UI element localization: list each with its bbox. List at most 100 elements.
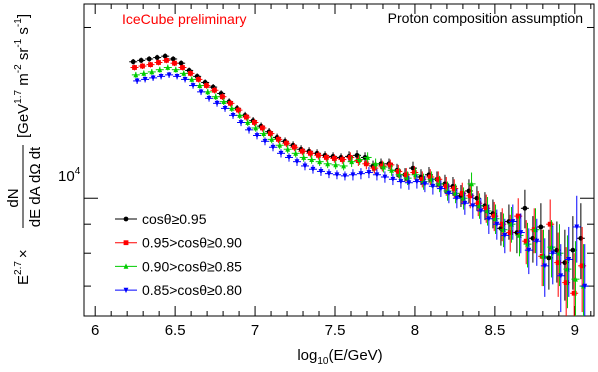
data-point: [166, 72, 172, 78]
data-point: [301, 154, 307, 160]
data-point: [164, 57, 169, 63]
data-point: [197, 82, 203, 88]
data-point: [563, 280, 569, 286]
data-point: [180, 65, 185, 70]
data-point: [382, 174, 388, 181]
data-point: [411, 170, 417, 175]
data-point: [366, 170, 372, 176]
data-point: [189, 76, 195, 82]
data-point: [262, 138, 268, 145]
data-point: [148, 62, 153, 68]
data-point: [174, 73, 180, 80]
data-point: [181, 70, 187, 76]
data-point: [339, 157, 345, 162]
data-point: [486, 216, 492, 222]
data-point: [132, 65, 137, 70]
data-point: [507, 230, 513, 235]
data-point: [349, 158, 355, 165]
data-point: [275, 136, 281, 142]
data-point: [142, 76, 148, 83]
data-point: [309, 156, 315, 162]
legend-label: 0.95>cosθ≥0.90: [142, 235, 242, 251]
data-point: [470, 203, 476, 209]
data-point: [188, 70, 193, 76]
data-point: [270, 144, 276, 151]
y-axis-prefix: E2.7×: [13, 249, 32, 285]
data-point: [141, 70, 147, 76]
data-point: [310, 166, 316, 173]
legend-label: cosθ≥0.95: [142, 211, 207, 227]
data-point: [522, 205, 528, 211]
y-axis-units: [GeV1.7 m-2 sr-1 s-1]: [13, 14, 32, 138]
data-point: [260, 125, 265, 131]
legend-label: 0.90>cosθ≥0.85: [142, 258, 242, 274]
data-point: [140, 63, 145, 69]
data-point: [237, 112, 243, 118]
legend-marker: [123, 263, 129, 269]
legend-marker: [123, 216, 129, 222]
data-point: [550, 250, 556, 257]
data-point: [204, 83, 209, 88]
data-point: [365, 154, 371, 160]
data-point: [334, 172, 340, 178]
data-point: [158, 73, 164, 80]
data-point: [363, 161, 369, 167]
data-point: [190, 83, 196, 89]
data-point: [278, 150, 284, 157]
data-point: [389, 167, 395, 173]
data-point: [542, 263, 548, 269]
data-point: [454, 195, 460, 202]
data-point: [182, 76, 188, 83]
data-point: [523, 238, 529, 244]
data-point: [173, 66, 179, 73]
data-point: [286, 155, 292, 161]
data-point: [254, 133, 260, 139]
data-point: [483, 205, 489, 211]
x-tick-labels: 6 6.5 7 7.5 8 8.5 9: [91, 322, 579, 339]
data-point: [398, 179, 404, 185]
legend-marker: [123, 240, 129, 246]
data-point: [538, 224, 544, 230]
data-point: [236, 107, 241, 113]
data-point: [302, 163, 308, 169]
data-point: [475, 200, 481, 206]
data-point: [350, 172, 356, 178]
data-point: [146, 56, 152, 62]
data-point: [438, 186, 444, 192]
data-point: [196, 76, 201, 82]
data-point: [213, 93, 219, 100]
data-point: [268, 131, 273, 137]
data-point: [547, 221, 553, 227]
data-point: [558, 273, 564, 279]
legend-item: 0.85>cosθ≥0.80: [115, 282, 242, 298]
data-point: [198, 89, 204, 95]
data-point: [459, 190, 465, 196]
data-point: [244, 114, 249, 120]
data-point: [220, 94, 225, 100]
data-point: [283, 140, 289, 146]
data-point: [165, 64, 171, 70]
data-point: [261, 130, 267, 137]
data-point: [130, 59, 136, 65]
data-point: [579, 263, 585, 269]
legend-item: 0.95>cosθ≥0.90: [115, 235, 242, 251]
y-axis-title: E2.7× dN dE dA dΩ dt [GeV1.7 m-2 sr-1 s-…: [5, 14, 44, 285]
data-point: [214, 100, 220, 107]
data-point: [333, 161, 339, 168]
data-point: [325, 160, 331, 167]
data-point: [566, 257, 572, 263]
data-point: [462, 200, 468, 207]
data-point: [307, 150, 313, 156]
data-point: [317, 158, 323, 165]
data-point: [318, 169, 324, 175]
annotation-composition: Proton composition assumption: [388, 10, 583, 26]
data-point: [573, 276, 578, 282]
data-point: [342, 173, 348, 179]
data-point: [502, 232, 508, 239]
data-point: [178, 60, 184, 66]
x-tick-label: 8.5: [484, 322, 505, 339]
x-tick-label: 7.5: [325, 322, 346, 339]
y-tick-label: 104: [58, 166, 81, 185]
data-point: [491, 213, 497, 219]
data-point: [170, 56, 176, 62]
